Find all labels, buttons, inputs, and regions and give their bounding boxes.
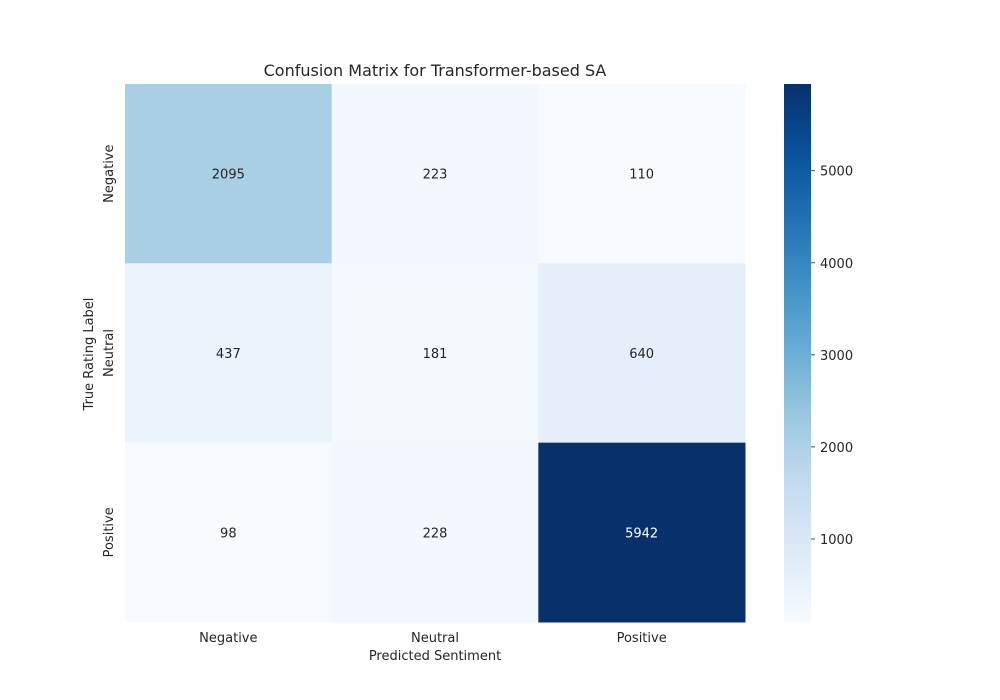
heatmap-cell [538,263,746,444]
colorbar-tick-label: 2000 [820,441,853,456]
y-tick-label: Positive [102,507,117,557]
chart-title: Confusion Matrix for Transformer-based S… [264,61,607,80]
heatmap-cell [125,84,333,264]
colorbar-tick-label: 3000 [820,349,853,364]
cell-value-label: 228 [423,526,448,541]
y-tick-label: Neutral [102,329,117,377]
heatmap-cell [331,263,539,444]
cell-value-label: 181 [423,347,448,362]
y-axis-label: True Rating Label [82,298,97,412]
colorbar-tick-label: 1000 [820,533,853,548]
x-tick-label: Positive [617,631,667,646]
y-tick-label: Negative [102,144,117,202]
cell-value-label: 437 [216,347,241,362]
x-axis-label: Predicted Sentiment [369,649,501,664]
x-tick-label: Neutral [411,631,459,646]
colorbar-ticks: 1000 2000 3000 4000 5000 [811,165,853,548]
cell-value-label: 640 [629,347,654,362]
heatmap-cell [331,84,539,264]
cell-value-label: 2095 [212,168,245,183]
heatmap-cell [538,84,746,264]
x-tick-labels: Negative Neutral Positive [199,631,667,646]
cell-value-label: 5942 [625,526,658,541]
heatmap-cell [331,442,539,623]
colorbar-tick-label: 4000 [820,257,853,272]
cell-value-label: 98 [220,526,237,541]
colorbar [784,84,811,622]
x-tick-label: Negative [199,631,257,646]
heatmap-cell [538,442,746,623]
cell-value-label: 110 [629,168,654,183]
y-tick-labels: Negative Neutral Positive [102,144,117,557]
heatmap-cell [125,442,333,623]
heatmap-cell [125,263,333,444]
colorbar-tick-label: 5000 [820,165,853,180]
cell-value-label: 223 [423,168,448,183]
heatmap-cells: 2095 223 110 437 181 640 98 228 5942 [125,84,746,623]
